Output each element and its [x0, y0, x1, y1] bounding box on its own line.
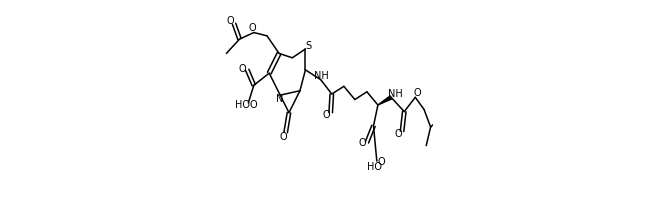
- Text: NH: NH: [388, 89, 402, 99]
- Text: HO: HO: [235, 100, 251, 110]
- Polygon shape: [378, 96, 392, 105]
- Text: O: O: [378, 157, 386, 167]
- Text: O: O: [323, 110, 331, 120]
- Text: O: O: [394, 129, 402, 139]
- Text: O: O: [226, 16, 234, 26]
- Text: O: O: [238, 64, 246, 74]
- Text: S: S: [305, 41, 311, 51]
- Text: NH: NH: [314, 71, 329, 81]
- Text: O: O: [359, 138, 366, 148]
- Text: O: O: [280, 132, 287, 142]
- Text: O: O: [249, 23, 256, 33]
- Text: O: O: [413, 88, 421, 98]
- Text: N: N: [276, 94, 284, 104]
- Text: HO: HO: [367, 162, 382, 171]
- Text: O: O: [249, 100, 257, 110]
